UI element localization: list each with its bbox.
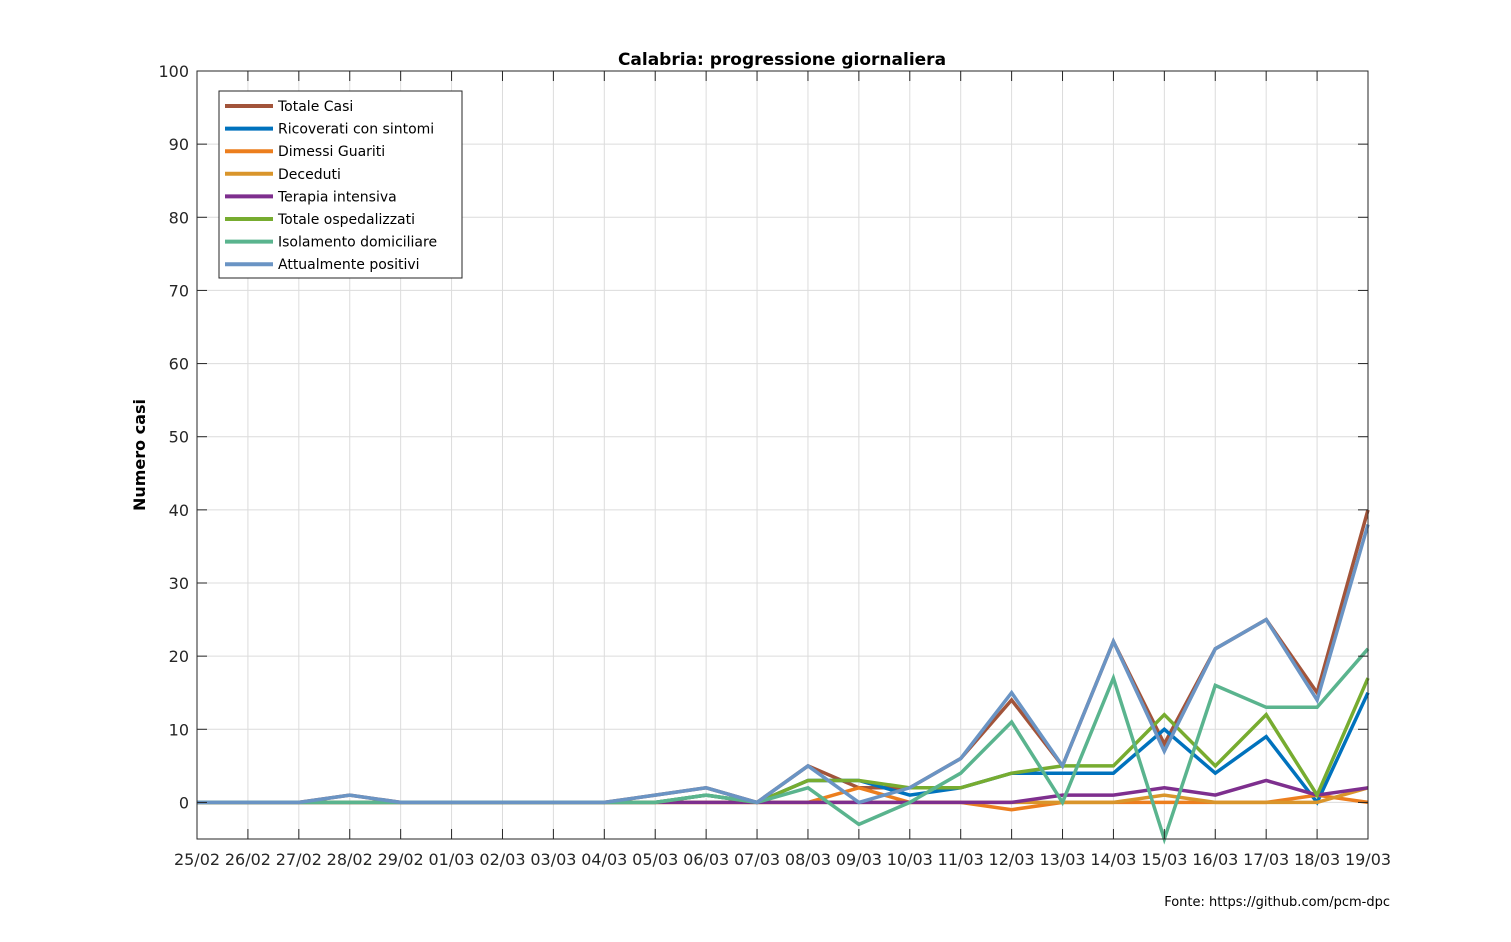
y-tick-label: 50 bbox=[169, 428, 189, 447]
x-tick-label: 26/02 bbox=[225, 850, 271, 869]
x-tick-label: 13/03 bbox=[1039, 850, 1085, 869]
x-tick-label: 06/03 bbox=[683, 850, 729, 869]
x-tick-label: 10/03 bbox=[887, 850, 933, 869]
legend: Totale Casi Ricoverati con sintomi Dimessi… bbox=[218, 90, 463, 279]
x-tick-label: 03/03 bbox=[530, 850, 576, 869]
series-line bbox=[197, 524, 1370, 805]
x-tick-label: 27/02 bbox=[276, 850, 322, 869]
x-tick-labels: 25/02 26/02 27/02 28/02 29/02 01/03 02/03 03/03… bbox=[174, 850, 1391, 869]
legend-label: Totale ospedalizzati bbox=[277, 212, 415, 228]
y-tick-label: 30 bbox=[169, 574, 189, 593]
x-tick-label: 02/03 bbox=[479, 850, 525, 869]
x-tick-label: 05/03 bbox=[632, 850, 678, 869]
x-tick-label: 29/02 bbox=[378, 850, 424, 869]
y-tick-label: 100 bbox=[158, 62, 189, 81]
y-tick-label: 20 bbox=[169, 647, 189, 666]
x-tick-label: 14/03 bbox=[1090, 850, 1136, 869]
x-tick-label: 15/03 bbox=[1141, 850, 1187, 869]
series-lines bbox=[197, 509, 1370, 845]
y-tick-labels: 0 10 20 30 40 50 60 70 80 90 100 bbox=[158, 62, 189, 812]
x-tick-label: 25/02 bbox=[174, 850, 220, 869]
y-tick-label: 70 bbox=[169, 281, 189, 300]
y-axis-label: Numero casi bbox=[130, 399, 149, 511]
y-tick-label: 40 bbox=[169, 501, 189, 520]
x-tick-label: 04/03 bbox=[581, 850, 627, 869]
legend-label: Totale Casi bbox=[277, 99, 353, 115]
x-tick-label: 09/03 bbox=[836, 850, 882, 869]
legend-label: Dimessi Guariti bbox=[278, 144, 385, 160]
x-tick-label: 08/03 bbox=[785, 850, 831, 869]
y-tick-label: 0 bbox=[179, 793, 189, 812]
x-tick-label: 07/03 bbox=[734, 850, 780, 869]
y-tick-label: 60 bbox=[169, 355, 189, 374]
legend-box bbox=[218, 90, 463, 279]
legend-label: Isolamento domiciliare bbox=[278, 235, 437, 251]
legend-label: Ricoverati con sintomi bbox=[278, 122, 434, 138]
source-note: Fonte: https://github.com/pcm-dpc bbox=[1164, 895, 1390, 910]
legend-label: Attualmente positivi bbox=[278, 257, 420, 273]
x-tick-label: 12/03 bbox=[989, 850, 1035, 869]
x-tick-label: 17/03 bbox=[1243, 850, 1289, 869]
x-tick-label: 19/03 bbox=[1345, 850, 1391, 869]
x-tick-label: 28/02 bbox=[327, 850, 373, 869]
chart-title: Calabria: progressione giornaliera bbox=[618, 50, 946, 70]
x-tick-label: 11/03 bbox=[938, 850, 984, 869]
x-tick-label: 18/03 bbox=[1294, 850, 1340, 869]
legend-label: Terapia intensiva bbox=[277, 189, 397, 205]
y-tick-label: 90 bbox=[169, 135, 189, 154]
ticks bbox=[196, 70, 1369, 839]
axes-box bbox=[196, 70, 1369, 840]
y-tick-label: 80 bbox=[169, 208, 189, 227]
y-tick-label: 10 bbox=[169, 720, 189, 739]
legend-label: Deceduti bbox=[278, 167, 341, 183]
x-tick-label: 01/03 bbox=[429, 850, 475, 869]
x-tick-label: 16/03 bbox=[1192, 850, 1238, 869]
